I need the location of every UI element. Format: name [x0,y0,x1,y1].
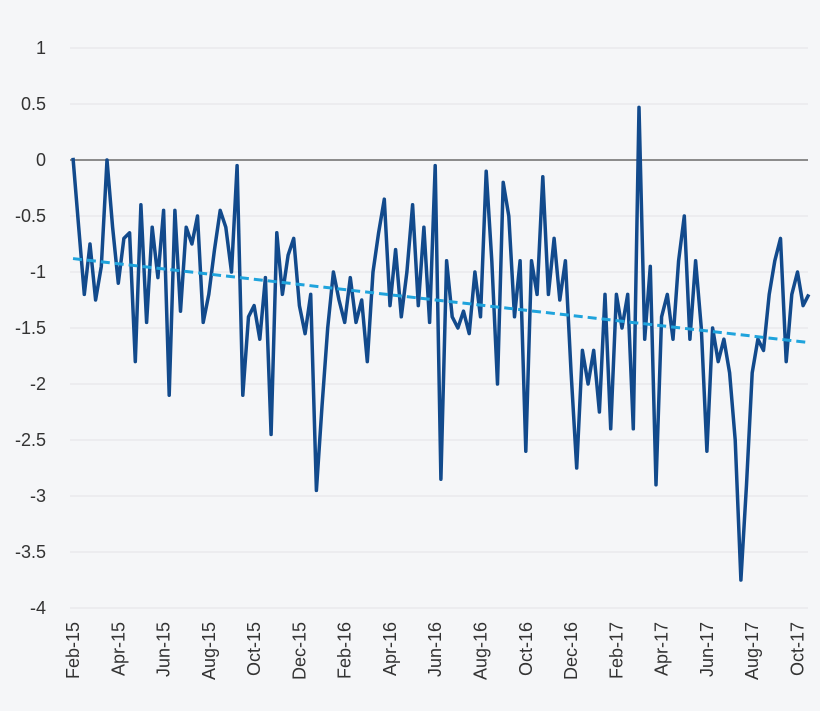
x-tick-label: Apr-17 [652,622,672,676]
y-tick-label: -3.5 [15,542,46,562]
y-tick-label: -1.5 [15,318,46,338]
x-tick-label: Aug-15 [199,622,219,680]
data-line [71,105,811,582]
y-tick-label: -1 [30,262,46,282]
x-tick-label: Jun-16 [425,622,445,677]
y-tick-label: -2.5 [15,430,46,450]
y-tick-label: 0 [36,150,46,170]
y-tick-label: -2 [30,374,46,394]
x-tick-label: Oct-16 [516,622,536,676]
y-tick-label: 0.5 [21,94,46,114]
x-tick-label: Feb-17 [606,622,626,679]
x-tick-label: Apr-16 [380,622,400,676]
y-tick-label: -3 [30,486,46,506]
x-tick-label: Jun-17 [697,622,717,677]
x-tick-label: Aug-16 [471,622,491,680]
y-tick-label: -4 [30,598,46,618]
x-tick-label: Aug-17 [742,622,762,680]
x-tick-label: Feb-15 [63,622,83,679]
x-tick-label: Jun-15 [154,622,174,677]
y-tick-label: -0.5 [15,206,46,226]
x-tick-label: Oct-17 [787,622,807,676]
x-tick-label: Feb-16 [335,622,355,679]
trend-line [72,257,809,345]
y-tick-label: 1 [36,38,46,58]
x-tick-label: Dec-16 [561,622,581,680]
x-tick-label: Dec-15 [289,622,309,680]
x-tick-label: Apr-15 [108,622,128,676]
x-tick-label: Oct-15 [244,622,264,676]
